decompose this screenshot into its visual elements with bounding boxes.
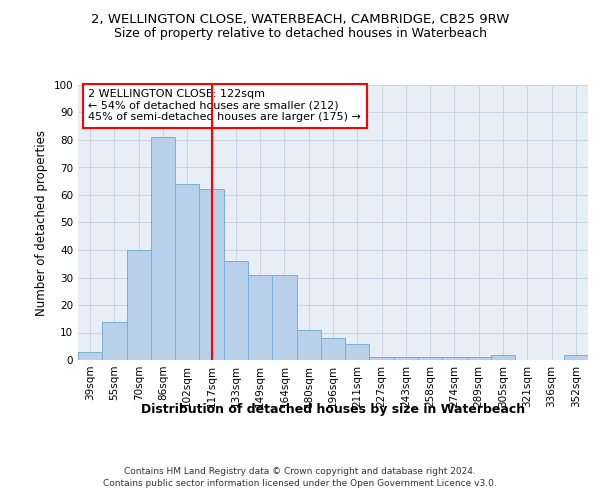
Bar — [151, 137, 175, 360]
Text: Contains public sector information licensed under the Open Government Licence v3: Contains public sector information licen… — [103, 479, 497, 488]
Bar — [442, 357, 467, 360]
Bar — [467, 357, 491, 360]
Bar — [78, 352, 102, 360]
Text: Contains HM Land Registry data © Crown copyright and database right 2024.: Contains HM Land Registry data © Crown c… — [124, 468, 476, 476]
Text: 2 WELLINGTON CLOSE: 122sqm
← 54% of detached houses are smaller (212)
45% of sem: 2 WELLINGTON CLOSE: 122sqm ← 54% of deta… — [88, 89, 361, 122]
Bar — [248, 275, 272, 360]
Bar — [564, 354, 588, 360]
Text: Distribution of detached houses by size in Waterbeach: Distribution of detached houses by size … — [141, 402, 525, 415]
Bar — [394, 357, 418, 360]
Bar — [127, 250, 151, 360]
Bar — [175, 184, 199, 360]
Bar — [296, 330, 321, 360]
Bar — [199, 190, 224, 360]
Bar — [272, 275, 296, 360]
Text: Size of property relative to detached houses in Waterbeach: Size of property relative to detached ho… — [113, 28, 487, 40]
Bar — [418, 357, 442, 360]
Bar — [224, 261, 248, 360]
Bar — [102, 322, 127, 360]
Bar — [491, 354, 515, 360]
Bar — [321, 338, 345, 360]
Text: 2, WELLINGTON CLOSE, WATERBEACH, CAMBRIDGE, CB25 9RW: 2, WELLINGTON CLOSE, WATERBEACH, CAMBRID… — [91, 12, 509, 26]
Bar — [345, 344, 370, 360]
Y-axis label: Number of detached properties: Number of detached properties — [35, 130, 48, 316]
Bar — [370, 357, 394, 360]
